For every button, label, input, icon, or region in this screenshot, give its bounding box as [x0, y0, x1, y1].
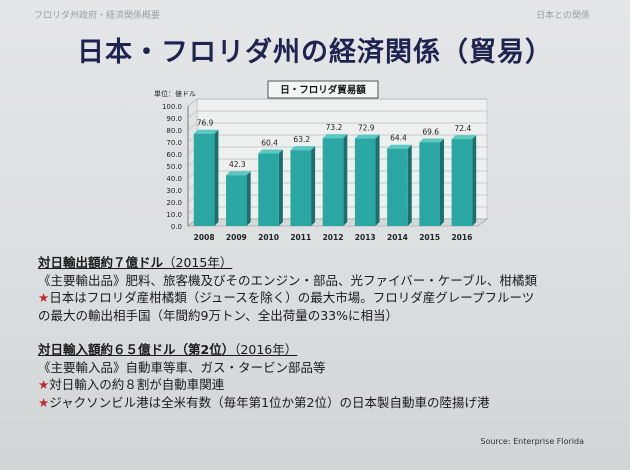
- bar-top: [419, 138, 444, 143]
- bar-side: [375, 134, 380, 226]
- import-line-1: 《主要輸入品》自動車等車、ガス・タービン部品等: [38, 359, 490, 377]
- bar-value-label: 76.9: [197, 119, 214, 128]
- bar-top: [354, 134, 380, 139]
- y-tick-label: 90.0: [166, 115, 182, 123]
- bar-value-label: 72.9: [358, 124, 375, 133]
- bar: [387, 148, 408, 226]
- bar: [354, 138, 376, 226]
- bar-value-label: 69.6: [422, 127, 439, 136]
- bar: [226, 175, 247, 226]
- star-icon: ★: [38, 290, 50, 305]
- bar-side: [311, 146, 316, 226]
- bar-value-label: 60.4: [261, 139, 278, 148]
- import-line-3: ★ジャクソンビル港は全米有数（毎年第1位か第2位）の日本製自動車の陸揚げ港: [38, 394, 490, 412]
- export-line-1-text: 《主要輸出品》肥料、旅客機及びそのエンジン・部品、光ファイバー・ケーブル、柑橘類: [38, 272, 538, 288]
- bar-side: [343, 134, 348, 226]
- y-tick-label: 60.0: [166, 151, 182, 159]
- chart-title: 日・フロリダ貿易額: [280, 84, 366, 96]
- bar-value-label: 64.4: [390, 134, 407, 143]
- bar-top: [258, 149, 283, 154]
- export-section: 対日輸出額約７億ドル（2015年） 《主要輸出品》肥料、旅客機及びそのエンジン・…: [38, 254, 537, 324]
- gridline: [187, 110, 487, 119]
- bar: [419, 142, 440, 226]
- gridline: [187, 98, 487, 107]
- bar: [322, 138, 344, 226]
- x-tick-label: 2012: [323, 233, 344, 242]
- y-tick-label: 50.0: [166, 163, 182, 171]
- export-line-3-text: の最大の輸出相手国（年間約9万トン、全出荷量の33%に相当）: [38, 307, 398, 323]
- x-tick-label: 2010: [258, 233, 279, 242]
- bar-side: [214, 129, 219, 226]
- export-line-2-text: 日本はフロリダ産柑橘類（ジュースを除く）の最大市場。フロリダ産グレープフルーツ: [49, 290, 535, 305]
- import-heading: 対日輸入額約６５億ドル（第2位）（2016年）: [38, 341, 490, 359]
- chart-title-box: [267, 80, 379, 99]
- y-axis-unit-label: 単位：億ドル: [154, 89, 196, 98]
- x-tick-label: 2015: [419, 233, 440, 242]
- x-tick-label: 2008: [194, 233, 215, 242]
- star-icon: ★: [38, 394, 50, 410]
- y-tick-label: 100.0: [162, 103, 182, 111]
- export-heading: 対日輸出額約７億ドル（2015年）: [38, 254, 537, 272]
- bar: [193, 133, 215, 226]
- bar-side: [472, 135, 477, 226]
- import-line-2: ★対日輸入の約８割が自動車関連: [38, 376, 490, 394]
- export-line-1: 《主要輸出品》肥料、旅客機及びそのエンジン・部品、光ファイバー・ケーブル、柑橘類: [38, 272, 537, 290]
- import-line-2-text: 対日輸入の約８割が自動車関連: [49, 377, 225, 392]
- y-tick-label: 10.0: [166, 211, 182, 219]
- y-tick-label: 40.0: [166, 175, 182, 183]
- bar: [451, 139, 473, 226]
- export-heading-note: （2015年）: [163, 255, 233, 270]
- bar-top: [322, 134, 348, 139]
- x-tick-label: 2009: [226, 233, 247, 242]
- y-tick-label: 20.0: [166, 199, 182, 207]
- y-tick-label: 80.0: [166, 127, 182, 135]
- import-section: 対日輸入額約６５億ドル（第2位）（2016年） 《主要輸入品》自動車等車、ガス・…: [38, 341, 490, 411]
- import-line-3-text: ジャクソンビル港は全米有数（毎年第1位か第2位）の日本製自動車の陸揚げ港: [49, 394, 490, 410]
- export-line-2: ★日本はフロリダ産柑橘類（ジュースを除く）の最大市場。フロリダ産グレープフルーツ: [38, 289, 537, 307]
- export-line-3: の最大の輸出相手国（年間約9万トン、全出荷量の33%に相当）: [38, 307, 537, 325]
- y-tick-label: 70.0: [166, 139, 182, 147]
- header-left-text: フロリダ州政府・経済関係概要: [34, 11, 161, 21]
- bar-top: [193, 129, 219, 134]
- trade-bar-chart: 100.0 90.0 80.0 70.0 60.0 50.0 40.0 30.0 20.0 10.…: [154, 80, 488, 242]
- bar-top: [451, 135, 477, 140]
- bar-side: [278, 149, 283, 226]
- y-tick-label: 0.0: [171, 223, 182, 231]
- x-tick-label: 2014: [387, 233, 408, 242]
- source-credit: Source: Enterprise Florida: [480, 437, 584, 446]
- bar: [258, 153, 279, 226]
- bar-side: [407, 144, 412, 226]
- bar-value-label: 63.2: [293, 135, 310, 144]
- header-right-text: 日本との関係: [536, 11, 590, 21]
- bar-value-label: 73.2: [326, 123, 343, 132]
- bar: [290, 150, 312, 226]
- star-icon: ★: [38, 377, 50, 392]
- bar-side: [246, 171, 251, 226]
- bar-value-label: 72.4: [455, 124, 472, 133]
- bar-side: [439, 138, 444, 226]
- bar-top: [226, 171, 251, 176]
- import-heading-text: 対日輸入額約６５億ドル（第2位）: [38, 342, 235, 357]
- y-tick-label: 30.0: [166, 187, 182, 195]
- x-tick-label: 2016: [451, 233, 472, 242]
- bar-top: [387, 144, 412, 149]
- import-line-1-text: 《主要輸入品》自動車等車、ガス・タービン部品等: [38, 359, 326, 375]
- import-heading-note: （2016年）: [234, 342, 298, 357]
- bar-value-label: 42.3: [229, 160, 246, 169]
- x-tick-label: 2013: [355, 233, 376, 242]
- gridline: [187, 122, 487, 131]
- bar-top: [290, 146, 316, 151]
- x-tick-label: 2011: [290, 233, 311, 242]
- slide-title: 日本・フロリダ州の経済関係（貿易）: [77, 37, 553, 68]
- export-heading-text: 対日輸出額約７億ドル: [38, 255, 164, 270]
